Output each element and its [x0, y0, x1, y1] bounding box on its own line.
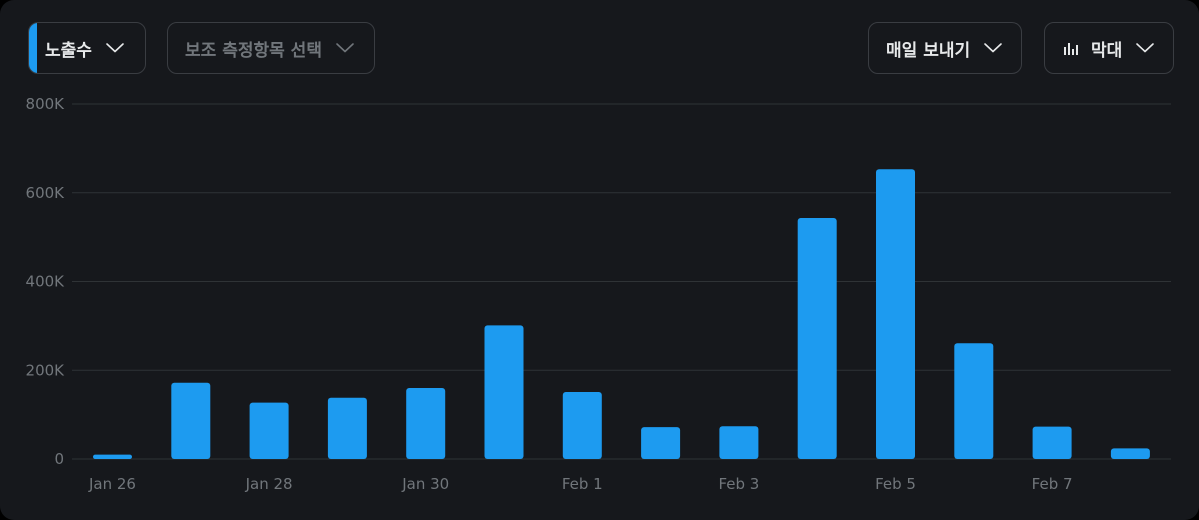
- bar[interactable]: [171, 382, 211, 459]
- primary-metric-label: 노출수: [45, 40, 92, 61]
- secondary-metric-dropdown[interactable]: 보조 측정항목 선택: [167, 22, 375, 74]
- export-dropdown[interactable]: 매일 보내기: [868, 22, 1022, 74]
- y-tick-label: 0: [54, 450, 64, 468]
- x-tick-label: Jan 30: [401, 475, 449, 493]
- bar[interactable]: [562, 392, 602, 459]
- bar[interactable]: [1032, 426, 1072, 459]
- bar[interactable]: [93, 454, 132, 459]
- chart-type-label: 막대: [1091, 40, 1123, 61]
- bar-chart: 800K 600K 400K 200K 0 Jan 26 Jan 28 Jan 30 Feb …: [26, 95, 1171, 493]
- y-tick-label: 800K: [26, 95, 66, 113]
- x-tick-label: Jan 28: [245, 475, 293, 493]
- chevron-down-icon: [106, 43, 124, 53]
- bar[interactable]: [641, 427, 681, 459]
- export-label: 매일 보내기: [886, 40, 971, 61]
- primary-metric-accent: [29, 23, 37, 73]
- y-tick-label: 200K: [26, 361, 66, 379]
- x-tick-label: Jan 26: [88, 475, 136, 493]
- x-tick-label: Feb 7: [1032, 475, 1073, 493]
- chevron-down-icon: [984, 43, 1002, 53]
- chart-type-dropdown[interactable]: 막대: [1044, 22, 1174, 74]
- bar[interactable]: [1110, 448, 1150, 459]
- bar[interactable]: [797, 218, 837, 459]
- bar-chart-icon: [1063, 41, 1079, 55]
- y-tick-label: 600K: [26, 184, 66, 202]
- x-tick-label: Feb 1: [562, 475, 603, 493]
- x-tick-label: Feb 3: [718, 475, 759, 493]
- primary-metric-dropdown[interactable]: 노출수: [28, 22, 146, 74]
- bar[interactable]: [876, 169, 915, 459]
- bar[interactable]: [719, 426, 759, 459]
- secondary-metric-label: 보조 측정항목 선택: [185, 40, 322, 61]
- bar[interactable]: [327, 397, 367, 459]
- y-tick-label: 400K: [26, 273, 66, 291]
- chevron-down-icon: [1136, 43, 1155, 53]
- chevron-down-icon: [336, 43, 354, 53]
- bar[interactable]: [484, 325, 524, 459]
- bar[interactable]: [406, 388, 446, 459]
- bar[interactable]: [249, 402, 289, 459]
- x-tick-label: Feb 5: [875, 475, 916, 493]
- bar[interactable]: [954, 343, 994, 459]
